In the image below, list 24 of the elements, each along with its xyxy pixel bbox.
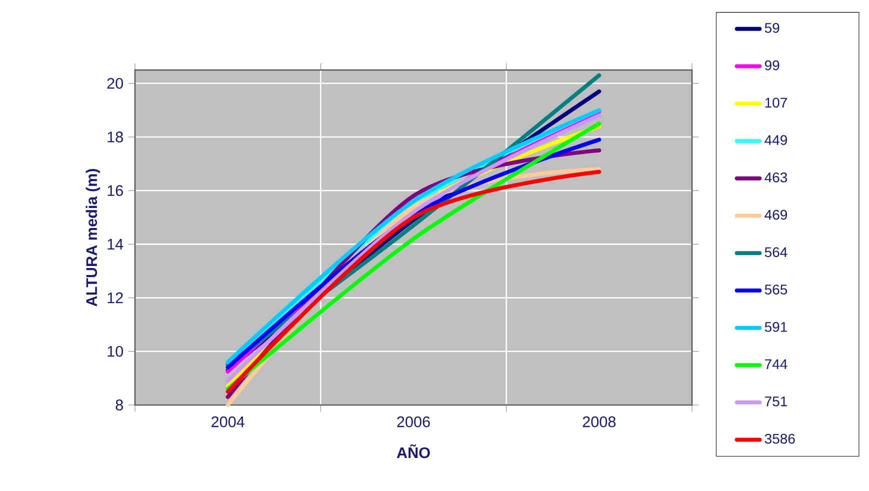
legend-label: 59 — [764, 22, 780, 33]
legend-label: 744 — [765, 359, 788, 369]
legend-label: 591 — [764, 322, 787, 332]
y-tick-label: 16 — [108, 185, 123, 196]
legend-label: 463 — [764, 172, 788, 182]
y-tick-label: 12 — [108, 292, 123, 304]
y-tick-label: 8 — [116, 400, 123, 410]
y-tick-label: 14 — [108, 238, 124, 250]
x-tick-label: 2008 — [582, 416, 616, 428]
legend-label: 751 — [765, 396, 787, 406]
legend-label: 99 — [764, 60, 780, 70]
y-axis-title: ALTURA media (m) — [86, 168, 100, 306]
legend-label: 565 — [764, 284, 788, 295]
legend-label: 3586 — [764, 434, 795, 444]
legend-label: 564 — [764, 247, 788, 258]
x-tick-label: 2006 — [397, 416, 430, 428]
x-axis-title: AÑO — [396, 444, 430, 458]
legend-label: 107 — [765, 98, 787, 108]
y-tick-label: 20 — [107, 78, 124, 89]
y-tick-label: 10 — [108, 346, 124, 357]
x-tick-label: 2004 — [212, 416, 244, 428]
legend-label: 469 — [764, 210, 787, 220]
y-tick-label: 18 — [108, 132, 123, 142]
legend-label: 449 — [764, 135, 787, 146]
